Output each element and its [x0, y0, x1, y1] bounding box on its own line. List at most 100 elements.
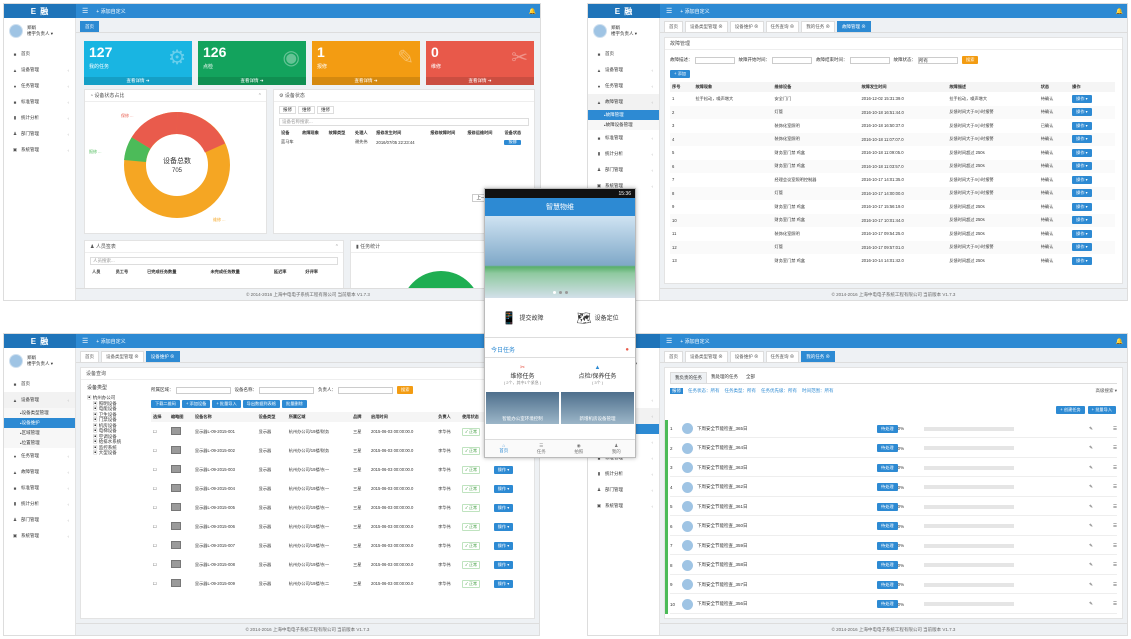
stat-card[interactable]: 126 点检 ◉ 查看详情 ➜	[198, 41, 306, 85]
collapse-icon[interactable]: ⌃	[334, 243, 339, 250]
tab[interactable]: 设备维护 ⊗	[145, 351, 180, 362]
tab[interactable]: 故障管理 ⊗	[837, 21, 871, 32]
stat-more-link[interactable]: 查看详情 ➜	[426, 77, 534, 85]
add-custom-link[interactable]: + 添加自定义	[96, 338, 126, 345]
checkbox[interactable]: ☐	[153, 543, 157, 548]
operate-button[interactable]: 操作 ▾	[1072, 162, 1092, 171]
task-row[interactable]: 7 下周安全节能检查_359日 待处理 0% ✎ ☰	[670, 537, 1117, 555]
news-item[interactable]: 新增机房设备管理	[561, 392, 634, 424]
stat-card[interactable]: 1 报修 ✎ 查看详情 ➜	[312, 41, 420, 85]
user-profile[interactable]: 郑娟楼宇负责人 ▾	[588, 18, 659, 46]
operate-button[interactable]: 操作 ▾	[1072, 135, 1092, 144]
tree-node[interactable]: ▣ 门禁设备	[87, 417, 147, 423]
task-filter[interactable]: 任务优先级：所有	[761, 388, 797, 393]
edit-icon[interactable]: ✎	[1089, 523, 1093, 528]
sidebar-item[interactable]: ■ 标准管理 ‹	[588, 130, 659, 146]
operate-button[interactable]: 操作 ▾	[1072, 229, 1092, 238]
tab-home[interactable]: 首页	[80, 21, 99, 32]
nav-me[interactable]: ♟ 我的	[611, 442, 621, 454]
status-button[interactable]: 待处理	[877, 580, 898, 589]
tree-node[interactable]: ▣ 卫生设备	[87, 412, 147, 418]
filter-input[interactable]	[772, 56, 812, 64]
more-icon[interactable]: ☰	[1112, 503, 1117, 509]
device-thumbnail[interactable]	[170, 427, 181, 435]
device-status-tab[interactable]: 维修	[317, 106, 334, 114]
operate-button[interactable]: 操作 ▾	[493, 560, 514, 569]
operate-button[interactable]: 操作 ▾	[1072, 108, 1092, 117]
more-icon[interactable]: ☰	[1112, 601, 1117, 606]
tree-node[interactable]: ▣ 监控系统	[87, 445, 147, 451]
nav-home[interactable]: ⌂ 首页	[499, 443, 509, 453]
task-row[interactable]: 3 下周安全节能检查_363日 待处理 0% ✎ ☰	[670, 459, 1117, 477]
repair-task-tile[interactable]: ✂ 维修任务( 2个，其中1个紧急 )	[503, 365, 542, 385]
tree-node[interactable]: ▣ 电梯设备	[87, 428, 147, 434]
status-button[interactable]: 待处理	[877, 444, 898, 452]
add-custom-link[interactable]: + 添加自定义	[96, 8, 126, 15]
sidebar-item[interactable]: ♟ 部门管理 ‹	[4, 126, 75, 142]
device-status-tab[interactable]: 报修	[279, 106, 296, 114]
tab[interactable]: 设备类型管理 ⊗	[685, 351, 728, 362]
device-locate-button[interactable]: 🗺 设备定位	[576, 310, 619, 325]
tab[interactable]: 我的任务 ⊗	[801, 21, 835, 32]
tab[interactable]: 设备类型管理 ⊗	[685, 21, 728, 32]
edit-icon[interactable]: ✎	[1089, 562, 1093, 567]
news-item[interactable]: 智能办公室环境控制	[486, 392, 559, 424]
task-row[interactable]: 1 下周安全节能检查_365日 待处理 0% ✎ ☰	[670, 420, 1117, 438]
task-row[interactable]: 10 下周安全节能检查_356日 待处理 0% ✎ ☰	[670, 596, 1117, 614]
task-filter[interactable]: 任务类型：所有	[724, 388, 757, 393]
tree-node[interactable]: ▣ 给排水系统	[87, 439, 147, 445]
add-fault-button[interactable]: + 添加	[670, 70, 690, 78]
status-button[interactable]: 待处理	[877, 561, 898, 569]
edit-icon[interactable]: ✎	[1089, 484, 1093, 489]
checkbox[interactable]: ☐	[153, 486, 157, 491]
submit-fault-button[interactable]: 📱 提交故障	[501, 310, 544, 325]
tab[interactable]: 我的任务 ⊗	[801, 351, 835, 362]
operate-button[interactable]: 操作 ▾	[1072, 189, 1092, 198]
operate-button[interactable]: 操作 ▾	[1072, 256, 1092, 265]
sidebar-subitem[interactable]: • 故障设备管理	[588, 120, 659, 130]
device-status-tab[interactable]: 维修	[298, 106, 315, 114]
toolbar-button[interactable]: + 添加设备	[181, 400, 211, 408]
subtab[interactable]: 全部	[746, 374, 755, 379]
stat-more-link[interactable]: 查看详情 ➜	[198, 77, 306, 85]
status-button[interactable]: 待处理	[877, 541, 898, 550]
edit-icon[interactable]: ✎	[1089, 503, 1093, 509]
operate-button[interactable]: 操作 ▾	[493, 503, 514, 512]
checkbox[interactable]: ☐	[153, 562, 157, 567]
more-icon[interactable]: ☰	[1112, 464, 1117, 470]
device-thumbnail[interactable]	[170, 484, 181, 492]
menu-toggle-icon[interactable]: ☰	[666, 8, 673, 15]
task-filter[interactable]: 时间范围：所有	[802, 388, 834, 393]
more-icon[interactable]: ☰	[1112, 523, 1117, 528]
device-thumbnail[interactable]	[170, 503, 181, 511]
user-role[interactable]: 楼宇负责人 ▾	[611, 31, 638, 36]
menu-toggle-icon[interactable]: ☰	[82, 8, 89, 15]
status-button[interactable]: 待处理	[877, 502, 898, 511]
toolbar-button[interactable]: 批量删除	[282, 400, 307, 408]
task-row[interactable]: 4 下周安全节能检查_362日 待处理 0% ✎ ☰	[670, 479, 1117, 497]
sidebar-item[interactable]: ▮ 统计分析 ‹	[4, 110, 75, 126]
nav-camera[interactable]: ◉ 拍照	[574, 442, 584, 454]
status-button[interactable]: 待处理	[877, 522, 898, 530]
edit-icon[interactable]: ✎	[1089, 445, 1093, 450]
device-thumbnail[interactable]	[170, 522, 181, 530]
filter-input[interactable]	[259, 386, 314, 394]
tab[interactable]: 设备维护 ⊗	[729, 21, 764, 32]
task-row[interactable]: 9 下周安全节能检查_357日 待处理 0% ✎ ☰	[670, 576, 1117, 594]
advanced-search-link[interactable]: 高级搜索 ▾	[1095, 388, 1117, 393]
operate-button[interactable]: 操作 ▾	[493, 484, 514, 493]
tree-node[interactable]: ▣ 照明设备	[87, 401, 147, 407]
carousel-dot[interactable]	[552, 291, 556, 294]
sidebar-subitem[interactable]: • 故障管理	[588, 110, 659, 120]
sidebar-subitem[interactable]: • 位置管理	[4, 438, 75, 448]
sidebar-item[interactable]: ♟ 部门管理 ‹	[588, 482, 659, 498]
user-role[interactable]: 楼宇负责人 ▾	[27, 361, 54, 366]
edit-icon[interactable]: ✎	[1089, 464, 1093, 470]
tab[interactable]: 任务查询 ⊗	[765, 351, 800, 362]
stat-card[interactable]: 127 我的任务 ⚙ 查看详情 ➜	[84, 41, 192, 85]
checkbox[interactable]: ☐	[153, 467, 157, 472]
task-row[interactable]: 6 下周安全节能检查_360日 待处理 0% ✎ ☰	[670, 518, 1117, 536]
search-button[interactable]: 搜索	[397, 386, 414, 394]
task-row[interactable]: 2 下周安全节能检查_364日 待处理 0% ✎ ☰	[670, 440, 1117, 458]
checkbox[interactable]: ☐	[153, 448, 157, 453]
